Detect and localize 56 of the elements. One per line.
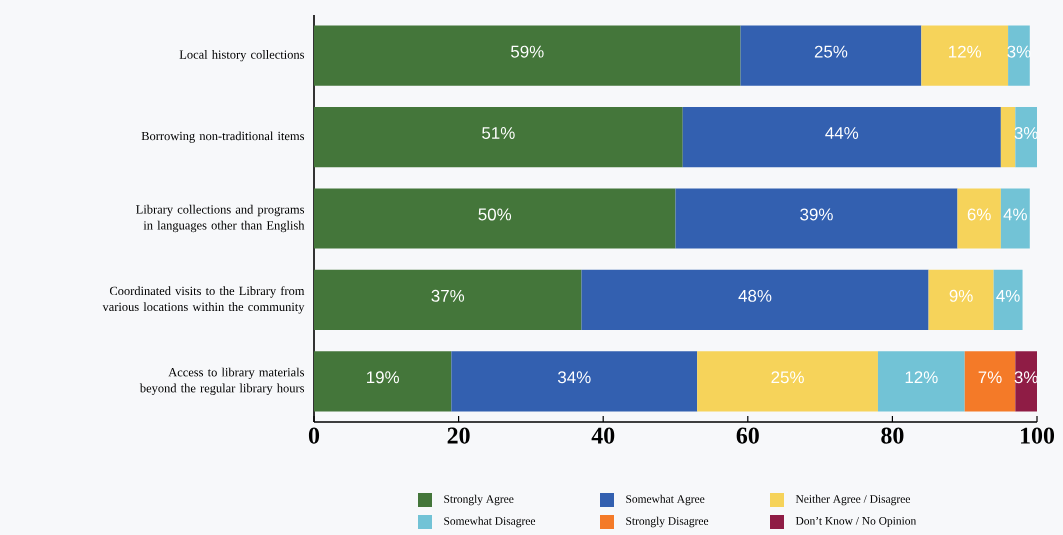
data-label: 4% (1003, 208, 1027, 221)
legend-label: Somewhat Disagree (444, 516, 536, 528)
legend-label: Neither Agree / Disagree (795, 494, 910, 506)
data-label: 34% (557, 371, 591, 384)
x-tick-label: 60 (736, 427, 759, 444)
legend-label: Somewhat Agree (626, 494, 705, 506)
data-label: 25% (814, 45, 848, 58)
x-tick-label: 20 (447, 427, 470, 444)
data-label: 12% (905, 371, 938, 384)
y-tick-label: Access to library materials beyond the regular library hours (139, 367, 305, 395)
bar (314, 269, 582, 331)
bar (1000, 106, 1016, 168)
x-tick-label: 80 (881, 427, 904, 444)
x-tick-label: 0 (308, 427, 320, 444)
x-tick-label: 40 (591, 427, 615, 444)
bar (697, 351, 878, 412)
bar (1000, 188, 1030, 249)
bar (1015, 351, 1038, 412)
data-label: 39% (800, 208, 833, 221)
bar (675, 188, 958, 249)
bar (957, 188, 1001, 249)
bar (581, 269, 929, 331)
data-label: 6% (967, 208, 991, 221)
data-label: 50% (478, 208, 512, 221)
bar (314, 106, 683, 168)
bar (314, 188, 676, 249)
bar (993, 269, 1023, 331)
bar (921, 25, 1009, 86)
bar (314, 25, 741, 86)
data-label: 48% (738, 289, 772, 302)
y-tick-label: Coordinated visits to the Library from various locations within the community (102, 286, 305, 314)
bar (928, 269, 994, 331)
bar (682, 106, 1001, 168)
data-label: 44% (825, 127, 859, 139)
data-label: 25% (771, 371, 804, 384)
data-label: 12% (949, 45, 982, 58)
bar (314, 351, 452, 412)
data-label: 4% (996, 289, 1020, 302)
legend-label: Don’t Know / No Opinion (795, 516, 917, 528)
y-tick-label: Library collections and programs in languages other than English (136, 204, 305, 233)
legend-label: Strongly Disagree (626, 516, 709, 528)
data-label: 51% (482, 127, 515, 139)
data-label: 7% (978, 371, 1002, 384)
data-label: 59% (511, 45, 544, 58)
bar (964, 351, 1016, 412)
bar (877, 351, 965, 412)
y-tick-label: Local history collections (179, 50, 305, 62)
data-label: 9% (949, 289, 973, 302)
bar (451, 351, 698, 412)
x-tick-label: 100 (1021, 427, 1055, 444)
legend-label: Strongly Agree (444, 494, 514, 506)
data-label: 3% (1014, 371, 1038, 384)
bar (740, 25, 922, 86)
data-label: 37% (431, 289, 465, 302)
data-label: 19% (367, 371, 400, 384)
y-tick-label: Borrowing non-traditional items (141, 131, 305, 143)
